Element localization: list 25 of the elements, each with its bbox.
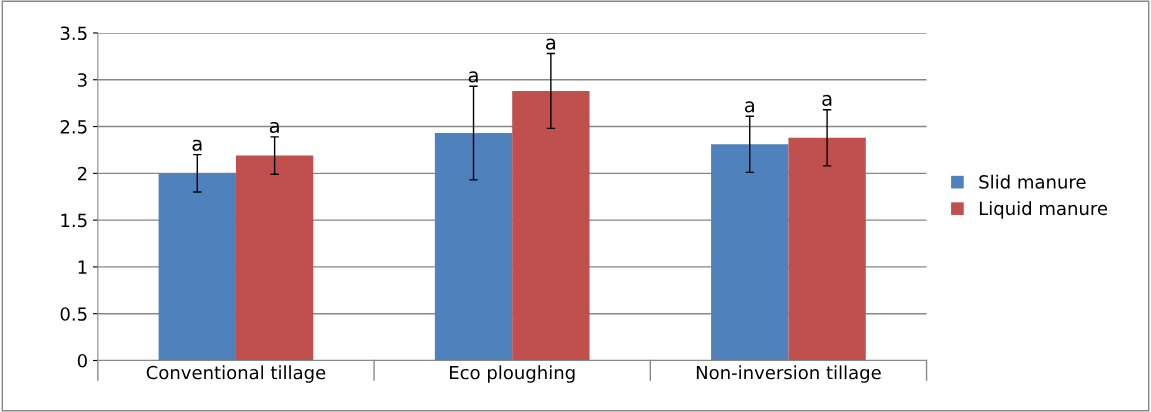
bar <box>788 137 866 361</box>
data-label: a <box>546 38 556 50</box>
x-tick-label: Eco ploughing <box>450 365 575 383</box>
bar <box>434 133 513 361</box>
x-tick-label: Conventional tillage <box>146 365 326 383</box>
y-tick-label: 2.5 <box>60 120 87 134</box>
y-tick-label: 0 <box>77 353 87 368</box>
y-tick-label: 0.5 <box>60 307 87 321</box>
data-label: a <box>468 71 478 83</box>
data-label: a <box>822 94 832 106</box>
y-tick-label: 1.5 <box>61 213 87 228</box>
bar <box>711 144 789 361</box>
data-label: a <box>744 101 754 113</box>
data-label: a <box>192 139 202 151</box>
legend-label: Liquid manure <box>979 201 1108 219</box>
data-label: a <box>269 121 279 134</box>
y-tick-label: 1 <box>78 260 87 274</box>
y-tick-label: 3.5 <box>60 26 87 41</box>
y-tick-label: 3 <box>78 73 87 87</box>
x-tick-label: Non-inversion tillage <box>696 365 881 383</box>
bar <box>158 173 236 361</box>
bar <box>235 155 314 361</box>
y-tick-label: 2 <box>77 166 87 181</box>
bar <box>512 90 590 361</box>
legend-label: Slid manure <box>979 174 1086 189</box>
